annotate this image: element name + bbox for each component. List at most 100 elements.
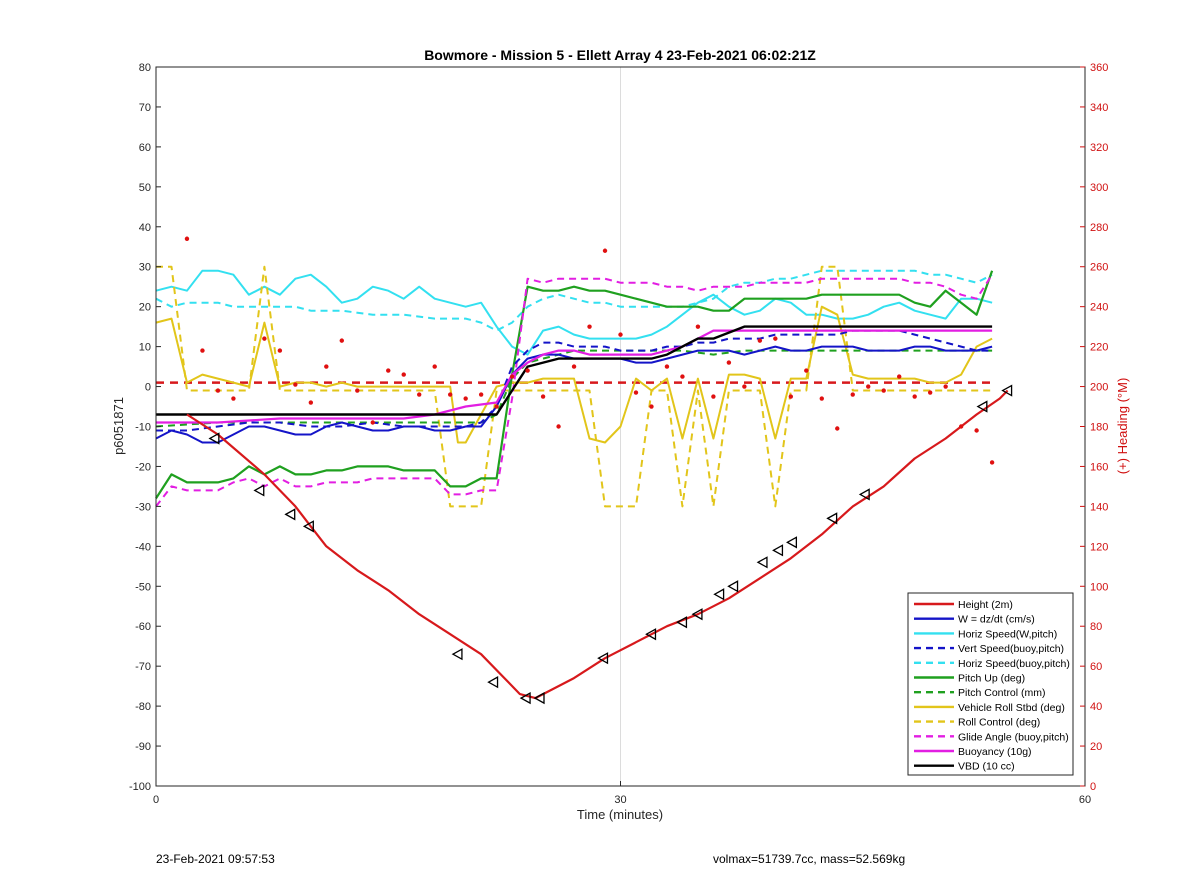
y2-tick-label: 220: [1090, 342, 1108, 354]
heading-point: [200, 348, 205, 353]
heading-point: [943, 384, 948, 389]
y-tick-label: -40: [135, 541, 151, 553]
heading-point: [680, 374, 685, 379]
plot-area: [155, 236, 1013, 705]
y-tick-label: 50: [139, 182, 151, 194]
y-tick-label: 60: [139, 142, 151, 154]
series-line-pitch_ctrl: [155, 349, 993, 428]
heading-point: [215, 388, 221, 393]
y2-tick-label: 260: [1090, 262, 1108, 274]
y-axis-label: p6051871: [111, 397, 126, 455]
heading-point: [618, 332, 623, 337]
y-tick-label: 20: [139, 302, 151, 314]
heading-point: [711, 394, 716, 399]
height-marker: [756, 556, 768, 569]
heading-point: [850, 392, 855, 397]
series-line-horiz_w: [155, 269, 993, 356]
height-marker: [253, 484, 265, 497]
y-tick-label: -20: [135, 461, 151, 473]
heading-point: [788, 394, 794, 399]
heading-point: [927, 390, 933, 395]
legend-label: Horiz Speed(W,pitch): [958, 628, 1057, 640]
heading-point: [355, 388, 360, 393]
legend-label: VBD (10 cc): [958, 761, 1015, 773]
height-marker: [772, 544, 784, 557]
y2-tick-label: 20: [1090, 741, 1102, 753]
legend-label: Vehicle Roll Stbd (deg): [958, 702, 1065, 714]
height-marker: [487, 676, 499, 689]
y-tick-label: -80: [135, 701, 151, 713]
y2-tick-label: 240: [1090, 302, 1108, 314]
heading-point: [633, 390, 639, 395]
heading-point: [417, 392, 422, 397]
legend-label: Roll Control (deg): [958, 717, 1040, 729]
y-tick-label: 30: [139, 262, 151, 274]
legend-box: [907, 592, 1074, 776]
y-tick-label: 10: [139, 342, 151, 354]
heading-point: [308, 400, 314, 405]
heading-point: [370, 420, 375, 425]
height-marker: [858, 488, 870, 501]
heading-point: [726, 360, 732, 365]
heading-point: [664, 364, 670, 369]
heading-point: [339, 338, 344, 343]
legend-label: Pitch Up (deg): [958, 673, 1025, 685]
height-marker: [645, 628, 657, 641]
heading-point: [989, 460, 995, 465]
heading-point: [509, 374, 515, 379]
legend-label: W = dz/dt (cm/s): [958, 614, 1035, 626]
series-line-buoyancy: [156, 329, 993, 424]
series-line-horiz_buoy: [155, 269, 993, 332]
timestamp-footer: 23-Feb-2021 09:57:53: [156, 852, 275, 866]
y-tick-label: -60: [135, 621, 151, 633]
height-marker: [713, 588, 725, 601]
heading-point: [463, 396, 468, 401]
series-line-height: [186, 389, 1009, 700]
heading-point: [540, 394, 546, 399]
heading-point: [602, 248, 608, 253]
y2-tick-label: 360: [1090, 62, 1108, 74]
legend-label: Pitch Control (mm): [958, 687, 1046, 699]
height-marker: [1001, 384, 1013, 397]
volume-mass-footer: volmax=51739.7cc, mass=52.569kg: [713, 852, 906, 866]
height-marker: [451, 648, 463, 661]
y2-tick-label: 80: [1090, 621, 1102, 633]
heading-point: [324, 364, 329, 369]
series-line-vbd: [156, 325, 993, 416]
heading-point: [571, 364, 577, 369]
height-marker: [976, 400, 988, 413]
series-line-w: [155, 345, 993, 444]
heading-point: [401, 372, 406, 377]
height-marker: [691, 608, 703, 621]
heading-point: [835, 426, 840, 431]
height-marker: [727, 580, 739, 593]
y-tick-label: -70: [135, 661, 151, 673]
x-axis-label: Time (minutes): [577, 807, 663, 822]
y2-tick-label: 0: [1090, 781, 1096, 793]
height-marker: [826, 512, 838, 525]
y2-tick-label: 340: [1090, 102, 1108, 114]
left-y-axis: 80 70 60 50 40 30 20 10 0 -10 -20 -30 -40 -50 -60 -70 -8…: [129, 62, 161, 793]
y2-tick-label: 60: [1090, 661, 1102, 673]
heading-point: [386, 368, 391, 373]
heading-point: [773, 336, 778, 341]
legend-label: Horiz Speed(buoy,pitch): [958, 658, 1070, 670]
height-marker: [519, 692, 531, 705]
heading-point: [184, 236, 190, 241]
chart-title: Bowmore - Mission 5 - Ellett Array 4 23-…: [424, 47, 816, 63]
y2-tick-label: 100: [1090, 581, 1108, 593]
x-tick-label: 30: [614, 794, 626, 806]
y2-tick-label: 200: [1090, 382, 1108, 394]
heading-point: [866, 384, 871, 389]
heading-point: [958, 424, 964, 429]
heading-point: [757, 338, 763, 343]
heading-point: [447, 392, 453, 397]
y2-tick-label: 160: [1090, 461, 1108, 473]
right-y-axis: 3603403203002802602402202001801601401201…: [1080, 62, 1108, 793]
heading-point: [587, 324, 592, 329]
heading-point: [649, 404, 654, 409]
heading-point: [742, 384, 747, 389]
height-marker: [533, 692, 545, 705]
y-tick-label: 0: [145, 382, 151, 394]
